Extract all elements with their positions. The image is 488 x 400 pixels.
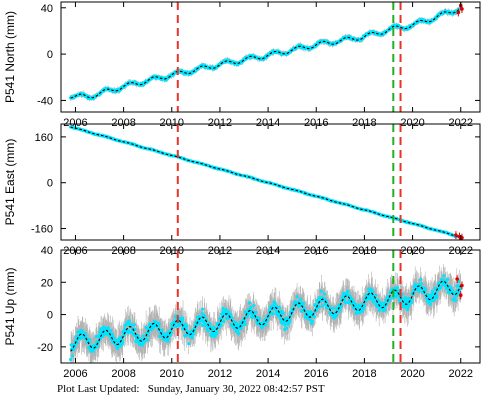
recent-point <box>460 7 464 11</box>
y-tick-label: 40 <box>41 245 53 257</box>
x-tick-label: 2010 <box>160 368 184 380</box>
y-axis-label: P541 East (mm) <box>3 139 17 226</box>
plot-frame <box>60 1 481 113</box>
x-tick-label: 2020 <box>400 368 424 380</box>
footer-timestamp: Sunday, January 30, 2022 08:42:57 PST <box>147 383 325 395</box>
panel-3: 2006 2008 2010 2012 2014 2016 2018 2020 2022 -20 0… <box>3 245 481 380</box>
data-points <box>69 6 463 101</box>
y-tick-label: 40 <box>41 3 53 15</box>
y-tick-label: 20 <box>41 277 53 289</box>
footer: Plot Last Updated: Sunday, January 30, 2… <box>57 383 325 395</box>
y-tick-label: -40 <box>37 95 53 107</box>
trend-line <box>70 280 462 352</box>
y-axis-label: P541 Up (mm) <box>3 267 17 345</box>
y-tick-label: 160 <box>35 132 53 144</box>
y-tick-label: -20 <box>37 342 53 354</box>
panel-2: 2006 2008 2010 2012 2014 2016 2018 2020 2022-160… <box>3 123 481 257</box>
y-tick-label: 0 <box>47 310 53 322</box>
recent-point <box>455 277 459 281</box>
x-tick-label: 2006 <box>63 368 87 380</box>
trend-line <box>70 7 462 99</box>
x-tick-label: 2012 <box>208 117 232 129</box>
y-tick-label: 0 <box>47 49 53 61</box>
recent-point <box>458 293 463 298</box>
x-tick-label: 2014 <box>256 368 280 380</box>
x-tick-label: 2016 <box>304 368 328 380</box>
data-layer <box>69 264 464 363</box>
x-tick-label: 2012 <box>208 368 232 380</box>
x-tick-label: 2018 <box>352 368 376 380</box>
footer-label: Plot Last Updated: <box>57 383 140 395</box>
plot-frame <box>60 249 481 364</box>
y-tick-label: -160 <box>31 224 53 236</box>
data-layer <box>69 2 464 102</box>
recent-point <box>456 10 461 15</box>
recent-point <box>454 233 458 237</box>
plot-frame <box>60 123 481 241</box>
y-axis-label: P541 North (mm) <box>3 11 17 103</box>
x-tick-label: 2022 <box>448 368 472 380</box>
x-tick-label: 2018 <box>352 117 376 129</box>
panel-1: 2006 2008 2010 2012 2014 2016 2018 2020 2022-400… <box>3 1 481 129</box>
x-tick-label: 2014 <box>256 117 280 129</box>
recent-point <box>460 283 464 288</box>
y-tick-label: 0 <box>47 178 53 190</box>
x-tick-label: 2016 <box>304 117 328 129</box>
data-layer <box>69 125 464 240</box>
x-tick-label: 2008 <box>111 117 135 129</box>
error-bars <box>70 5 461 102</box>
x-tick-label: 2008 <box>111 368 135 380</box>
x-tick-label: 2020 <box>400 117 424 129</box>
trend-line <box>70 126 461 238</box>
x-tick-label: 2022 <box>448 117 472 129</box>
